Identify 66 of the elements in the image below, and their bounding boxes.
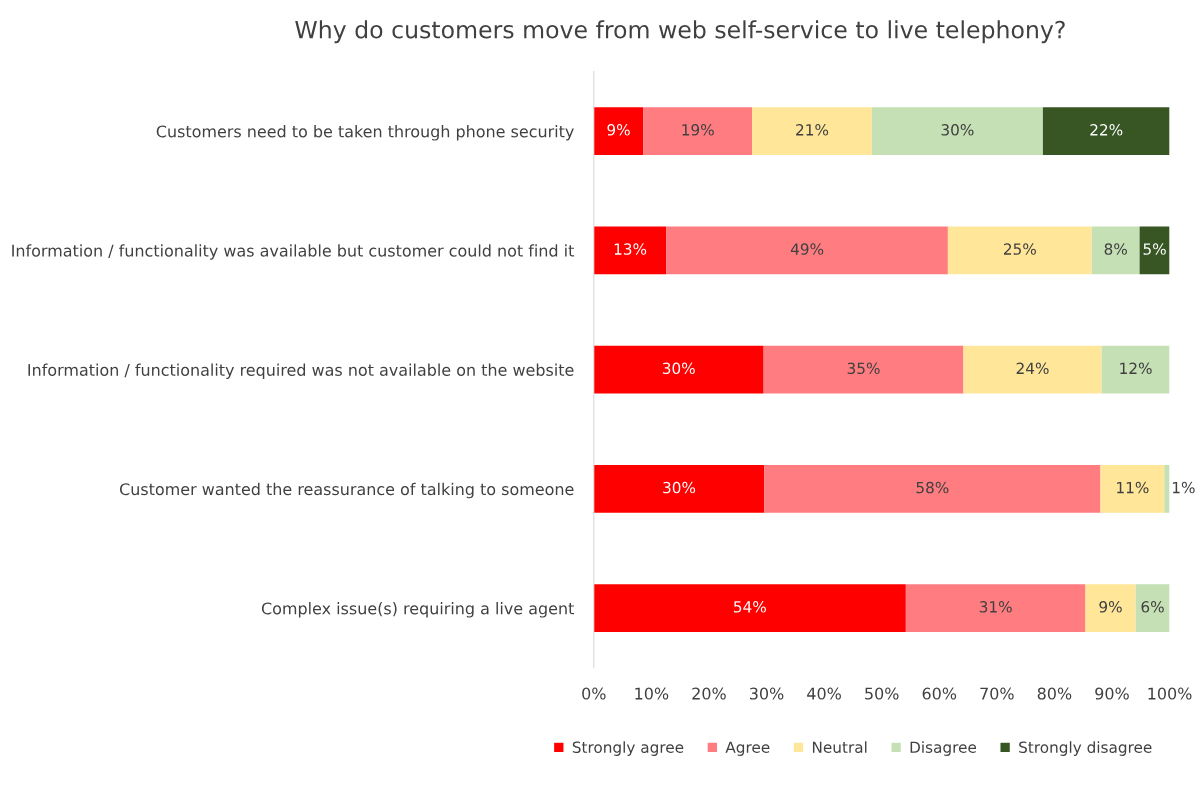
x-tick-label: 60%: [922, 687, 957, 700]
y-tick-label: Customer wanted the reassurance of talking to someone: [119, 482, 574, 499]
legend-label: Agree: [725, 741, 770, 756]
legend-label: Strongly disagree: [1019, 741, 1152, 756]
data-label: 13%: [614, 243, 647, 255]
bar: [905, 584, 1086, 633]
data-label: 8%: [1104, 243, 1127, 255]
bar: [1042, 107, 1170, 156]
x-tick-label: 70%: [980, 687, 1014, 700]
bar: [947, 226, 1092, 275]
bar: [593, 107, 644, 156]
data-label: 30%: [662, 362, 695, 375]
data-label: 49%: [790, 243, 824, 255]
data-label: 12%: [1120, 362, 1152, 375]
data-label: 5%: [1143, 243, 1166, 255]
x-tick-label: 10%: [635, 687, 669, 700]
x-tick-label: 30%: [749, 687, 784, 700]
legend-label: Neutral: [812, 741, 867, 753]
bar: [643, 107, 753, 156]
x-tick-label: 20%: [692, 687, 726, 700]
data-label: 35%: [847, 362, 880, 375]
bar: [1085, 584, 1136, 633]
bar: [1101, 345, 1170, 394]
x-tick-label: 100%: [1148, 687, 1192, 700]
x-tick-label: 80%: [1037, 687, 1072, 700]
bar: [593, 584, 906, 633]
data-label: 25%: [1003, 243, 1036, 255]
data-label: 31%: [979, 601, 1012, 613]
bar: [1100, 465, 1165, 513]
bar: [1164, 465, 1170, 513]
bar: [666, 226, 948, 275]
data-label: 6%: [1141, 601, 1164, 613]
bar: [1135, 584, 1170, 633]
chart-title: Why do customers move from web self-service to live telephony?: [295, 20, 1065, 44]
data-label: 30%: [941, 124, 974, 136]
legend-label: Disagree: [910, 741, 977, 756]
data-label: 58%: [916, 481, 949, 494]
bar: [1091, 226, 1140, 275]
x-tick-label: 90%: [1095, 687, 1129, 700]
bar: [752, 107, 872, 156]
x-tick-label: 0%: [582, 687, 606, 700]
y-tick-label: Information / functionality required was not available on the website: [28, 363, 574, 380]
data-label: 9%: [1099, 601, 1122, 613]
bar: [593, 345, 764, 394]
bar: [963, 345, 1102, 394]
bar: [593, 226, 667, 275]
data-label: 54%: [734, 601, 766, 613]
y-tick-label: Complex issue(s) requiring a live agent: [261, 602, 574, 618]
data-label: 21%: [796, 124, 829, 136]
data-label: 24%: [1016, 362, 1049, 375]
bar: [1139, 226, 1170, 275]
data-label: 19%: [682, 124, 714, 136]
y-tick-label: Information / functionality was available but customer could not find it: [12, 244, 574, 260]
data-label: 30%: [663, 481, 696, 494]
bar: [764, 465, 1101, 513]
data-label: 1%: [1172, 481, 1195, 494]
y-tick-label: Customers need to be taken through phone security: [156, 125, 574, 141]
x-tick-label: 40%: [807, 687, 841, 700]
data-label: 22%: [1090, 124, 1123, 136]
legend-label: Strongly agree: [572, 741, 684, 756]
bar: [871, 107, 1043, 156]
bar: [593, 465, 765, 513]
bar: [763, 345, 964, 394]
x-tick-label: 50%: [865, 687, 899, 700]
data-label: 11%: [1117, 481, 1149, 494]
data-label: 9%: [607, 124, 630, 136]
